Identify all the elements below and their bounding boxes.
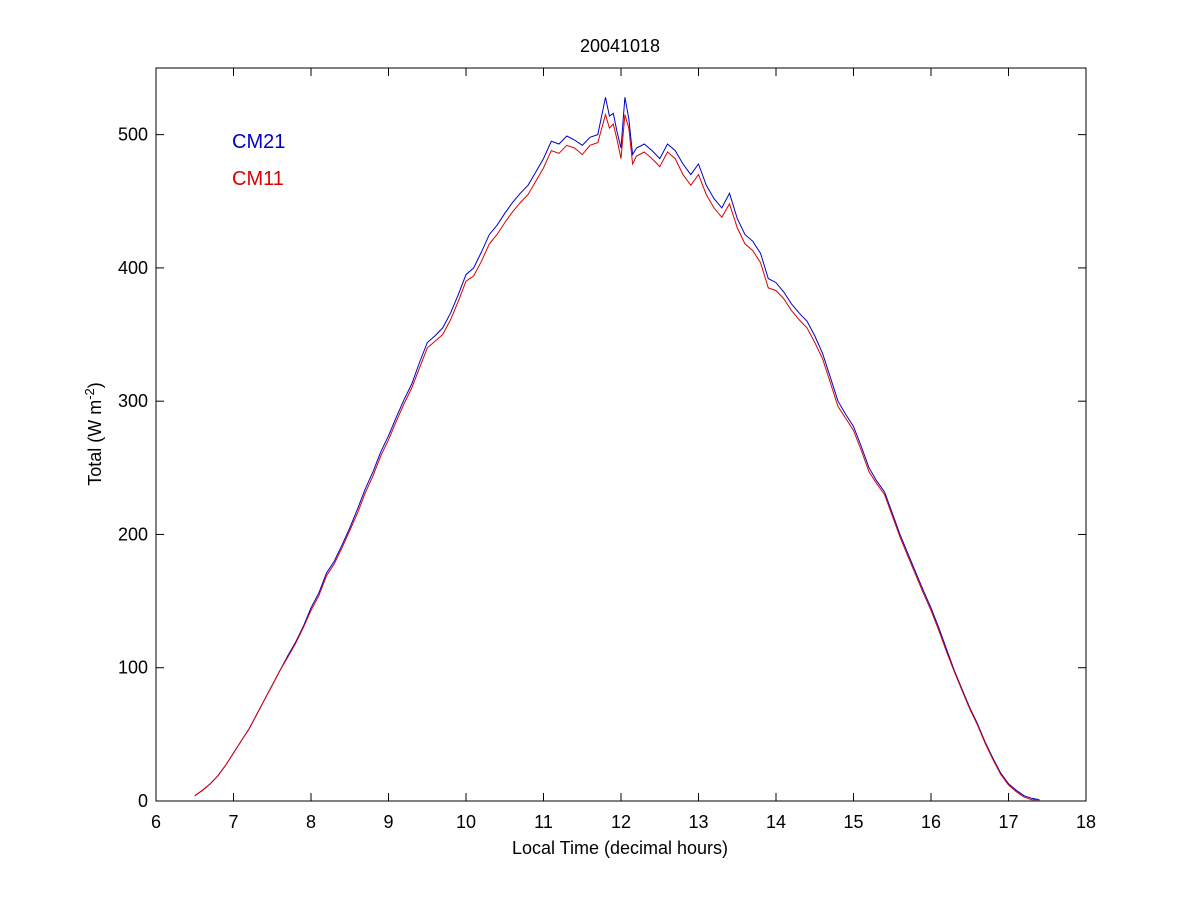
x-tick-label: 8 xyxy=(306,812,316,832)
y-axis-label: Total (W m-2) xyxy=(82,382,105,486)
x-tick-label: 6 xyxy=(151,812,161,832)
y-tick-label: 0 xyxy=(138,791,148,811)
x-tick-label: 18 xyxy=(1076,812,1096,832)
x-tick-label: 12 xyxy=(611,812,631,832)
x-tick-label: 9 xyxy=(383,812,393,832)
x-tick-label: 14 xyxy=(766,812,786,832)
plot-frame xyxy=(155,67,1087,802)
x-axis-label: Local Time (decimal hours) xyxy=(512,838,728,858)
series-group xyxy=(194,97,1040,801)
axis-ticks: 6 7 8 9 10 11 12 13 14 15 16 17 18 0 100 200 300 400 500 xyxy=(118,68,1096,832)
y-axis-label-main: Total (W m xyxy=(85,400,105,486)
plot-area xyxy=(155,67,1087,802)
legend-entry-cm21: CM21 xyxy=(232,131,285,153)
series-line-cm21 xyxy=(194,97,1040,801)
y-tick-label: 500 xyxy=(118,125,148,145)
legend: CM21 CM11 xyxy=(232,131,285,190)
x-tick-label: 16 xyxy=(921,812,941,832)
y-axis-label-close: ) xyxy=(85,382,105,388)
y-tick-label: 100 xyxy=(118,658,148,678)
x-tick-label: 11 xyxy=(534,812,553,832)
legend-entry-cm11: CM11 xyxy=(232,168,284,190)
y-tick-label: 400 xyxy=(118,258,148,278)
x-tick-label: 13 xyxy=(688,812,708,832)
chart-title: 20041018 xyxy=(580,36,660,56)
x-tick-label: 7 xyxy=(228,812,238,832)
y-tick-label: 200 xyxy=(118,524,148,544)
y-axis-label-superscript: -2 xyxy=(82,388,97,400)
series-line-cm11 xyxy=(194,112,1040,801)
x-tick-label: 15 xyxy=(843,812,863,832)
y-tick-label: 300 xyxy=(118,391,148,411)
x-tick-label: 17 xyxy=(998,812,1018,832)
x-tick-label: 10 xyxy=(456,812,476,832)
